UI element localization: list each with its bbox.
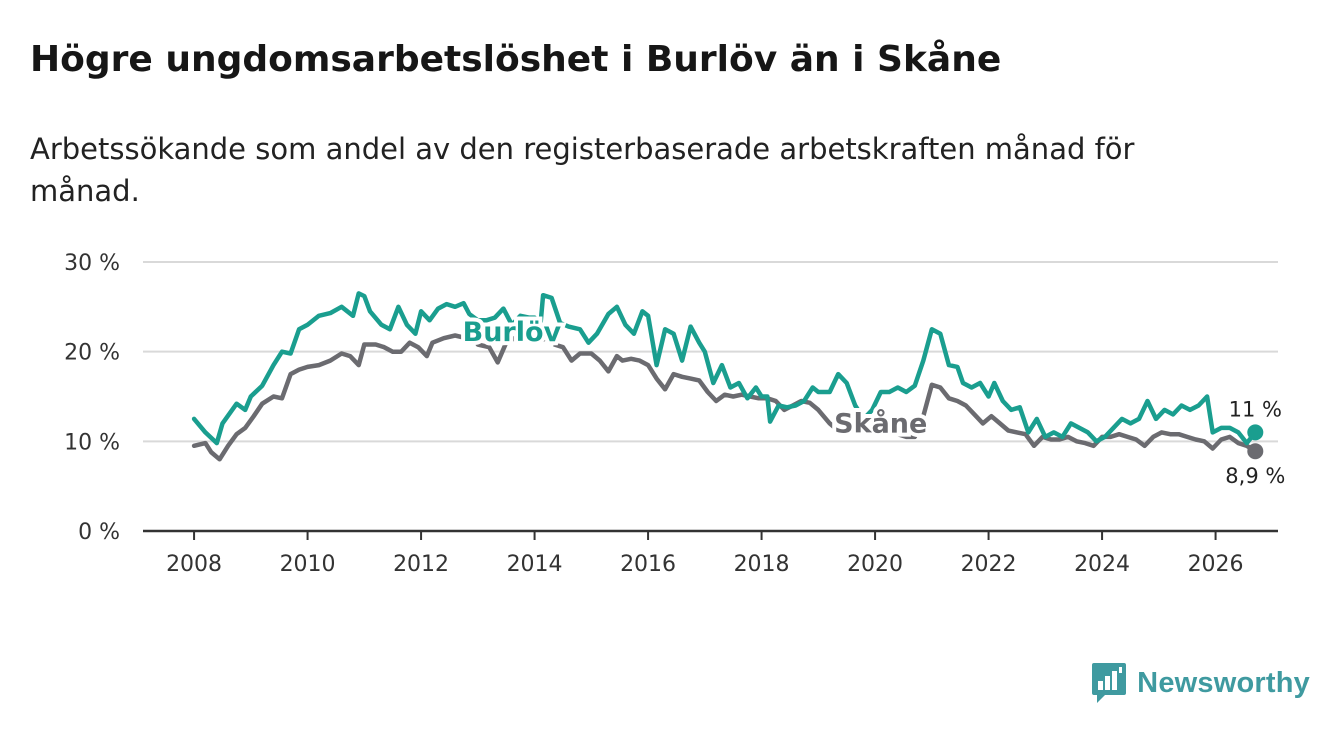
x-tick-label-2018: 2018: [734, 552, 790, 577]
y-tick-label-30: 30 %: [64, 251, 120, 276]
y-tick-label-10: 10 %: [64, 430, 120, 455]
series-label-skane: Skåne: [834, 407, 927, 439]
chart-subtitle: Arbetssökande som andel av den registerb…: [30, 132, 1135, 208]
x-tick-label-2014: 2014: [507, 552, 563, 577]
x-tick-label-2024: 2024: [1074, 552, 1130, 577]
x-tick-label-2026: 2026: [1188, 552, 1244, 577]
x-tick-label-2010: 2010: [280, 552, 336, 577]
end-dot-skane: [1247, 443, 1264, 460]
y-tick-label-20: 20 %: [64, 341, 120, 366]
bar-chart-logo-icon: [1092, 663, 1127, 703]
x-tick-label-2012: 2012: [393, 552, 449, 577]
x-tick-label-2008: 2008: [166, 552, 222, 577]
brand-name: Newsworthy: [1137, 666, 1310, 699]
chart-title: Högre ungdomsarbetslöshet i Burlöv än i …: [30, 39, 1002, 80]
x-tick-label-2022: 2022: [961, 552, 1017, 577]
end-value-burlov: 11 %: [1229, 397, 1282, 421]
y-tick-label-0: 0 %: [78, 520, 120, 545]
series-label-burlov: Burlöv: [463, 317, 562, 348]
end-value-skane: 8,9 %: [1225, 464, 1285, 488]
line-chart: 0 % 10 % 20 % 30 % 2008 2010 2012 2014 2016 2018 2…: [64, 251, 1285, 577]
x-tick-label-2016: 2016: [620, 552, 676, 577]
x-tick-label-2020: 2020: [847, 552, 903, 577]
series-line-burlov: [191, 291, 1258, 446]
newsworthy-logo: Newsworthy: [1091, 660, 1310, 706]
series-line-skane: [191, 329, 1258, 462]
end-dot-burlov: [1247, 424, 1264, 441]
